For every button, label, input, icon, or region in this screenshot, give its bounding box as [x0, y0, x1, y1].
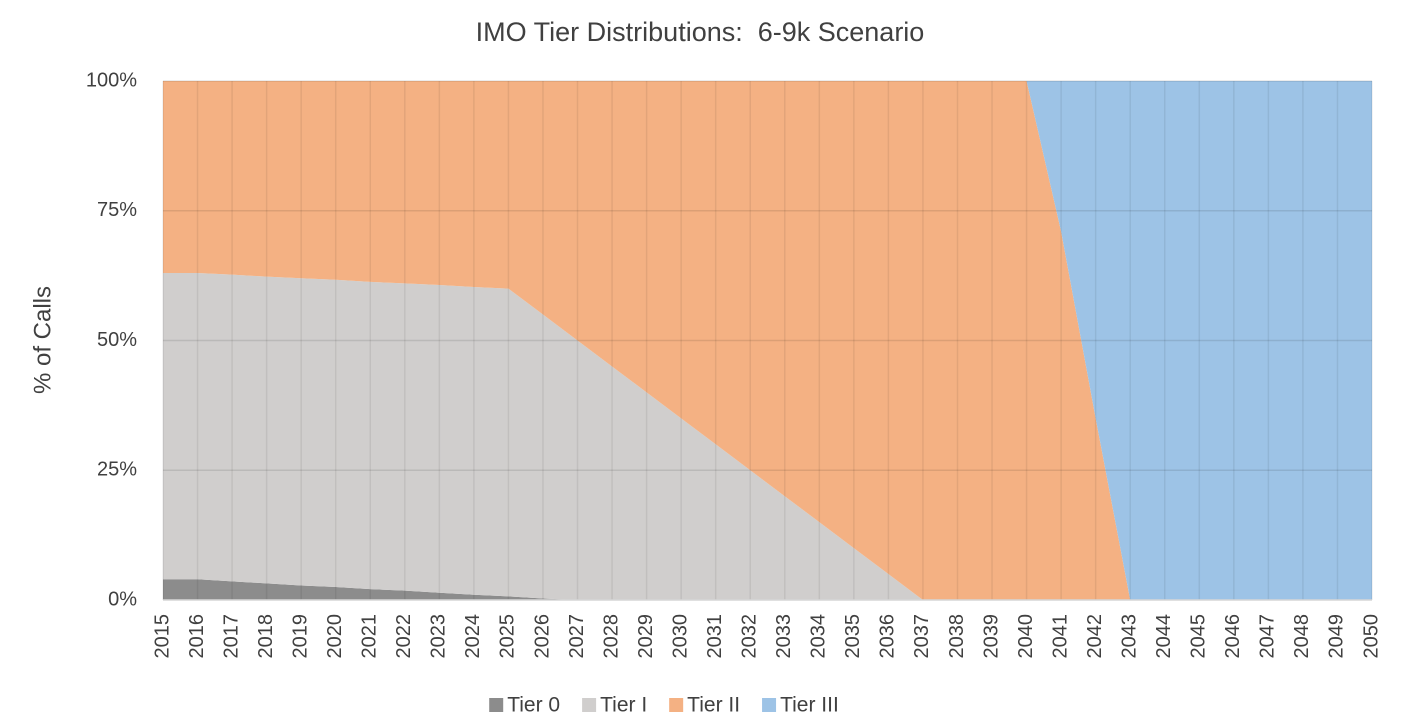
x-tick-label: 2039 [980, 614, 1002, 659]
x-tick-label: 2045 [1188, 614, 1210, 659]
x-tick-label: 2027 [566, 614, 588, 659]
x-tick-label: 2032 [739, 614, 761, 659]
legend-swatch [762, 698, 777, 712]
area [163, 273, 1372, 600]
x-tick-label: 2025 [497, 614, 519, 659]
x-tick-label: 2022 [393, 614, 415, 659]
x-tick-label: 2036 [877, 614, 899, 659]
legend-label: Tier I [600, 694, 647, 717]
y-tick-label: 50% [97, 329, 137, 351]
x-tick-label: 2042 [1084, 614, 1106, 659]
x-tick-label: 2018 [255, 614, 277, 659]
x-tick-label: 2020 [324, 614, 346, 659]
y-tick-label: 0% [108, 588, 137, 610]
x-tick-label: 2024 [462, 614, 484, 659]
y-tick-label: 25% [97, 459, 137, 481]
x-tick-label: 2048 [1291, 614, 1313, 659]
legend-swatch [582, 698, 597, 712]
legend-label: Tier III [780, 694, 839, 717]
x-tick-label: 2017 [220, 614, 242, 659]
x-tick-label: 2041 [1049, 614, 1071, 659]
x-tick-label: 2040 [1015, 614, 1037, 659]
x-tick-label: 2037 [911, 614, 933, 659]
legend-swatch [669, 698, 684, 712]
x-tick-label: 2044 [1153, 614, 1175, 659]
x-tick-label: 2043 [1118, 614, 1140, 659]
x-tick-label: 2035 [842, 614, 864, 659]
x-tick-label: 2031 [704, 614, 726, 659]
y-tick-label: 100% [86, 69, 137, 91]
x-tick-label: 2021 [359, 614, 381, 659]
legend: Tier 0 Tier I Tier II Tier III [489, 694, 839, 717]
x-tick-label: 2046 [1222, 614, 1244, 659]
y-tick-label: 75% [97, 199, 137, 221]
area [163, 81, 1372, 600]
x-tick-label: 2030 [669, 614, 691, 659]
x-tick-label: 2029 [635, 614, 657, 659]
x-tick-label: 2050 [1360, 614, 1382, 659]
y-axis-label: % of Calls [29, 286, 56, 394]
area [163, 579, 1372, 600]
x-tick-label: 2016 [186, 614, 208, 659]
legend-swatch [489, 698, 504, 712]
x-tick-label: 2033 [773, 614, 795, 659]
x-tick-label: 2015 [151, 614, 173, 659]
x-tick-label: 2034 [808, 614, 830, 659]
legend-label: Tier 0 [507, 694, 560, 717]
x-tick-label: 2026 [531, 614, 553, 659]
x-tick-label: 2047 [1257, 614, 1279, 659]
legend-label: Tier II [687, 694, 740, 717]
x-tick-label: 2038 [946, 614, 968, 659]
area [163, 81, 1372, 600]
x-tick-label: 2049 [1326, 614, 1348, 659]
chart-title: IMO Tier Distributions: 6-9k Scenario [476, 17, 925, 47]
x-tick-label: 2019 [289, 614, 311, 659]
x-tick-label: 2028 [600, 614, 622, 659]
x-tick-label: 2023 [428, 614, 450, 659]
